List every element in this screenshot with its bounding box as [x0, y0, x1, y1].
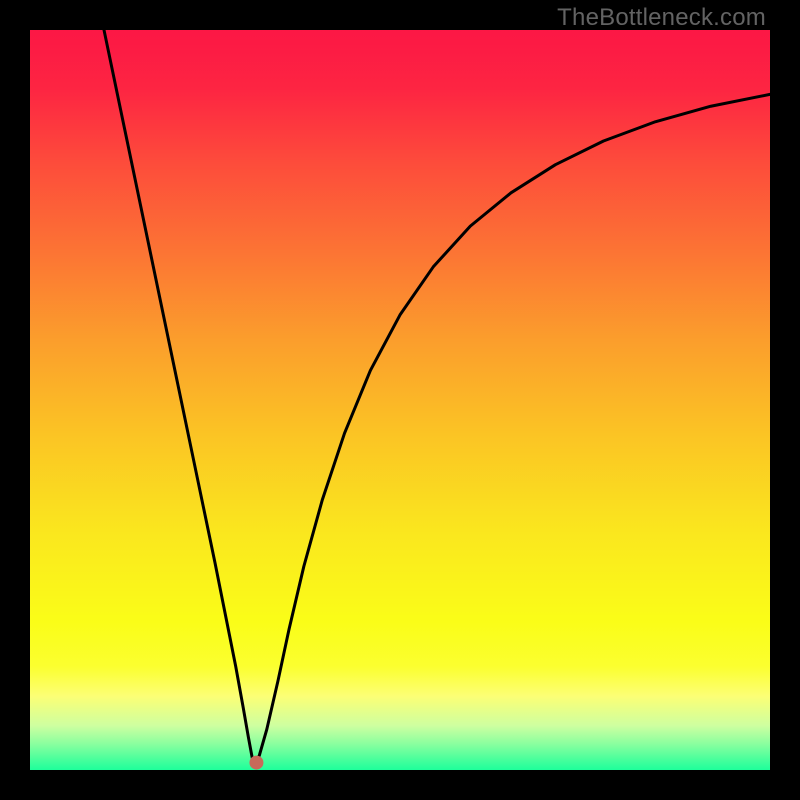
- minimum-marker: [249, 756, 263, 770]
- border-left: [0, 0, 30, 800]
- gradient-background: [30, 30, 770, 770]
- plot-area: [30, 30, 770, 770]
- chart-container: TheBottleneck.com: [0, 0, 800, 800]
- plot-svg: [30, 30, 770, 770]
- border-right: [770, 0, 800, 800]
- border-bottom: [0, 770, 800, 800]
- watermark-text: TheBottleneck.com: [557, 4, 766, 32]
